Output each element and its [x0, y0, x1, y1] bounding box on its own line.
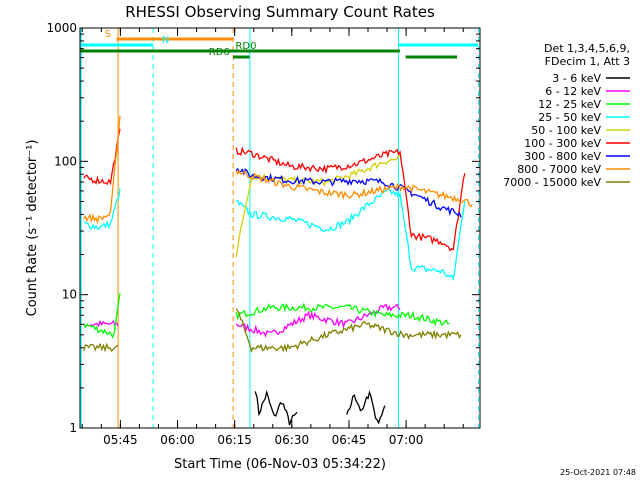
flag-label-n: N: [162, 35, 169, 46]
y-tick-label-1: 1: [69, 421, 77, 435]
legend-header-line-2: FDecim 1, Att 3: [545, 55, 630, 68]
series-line-25-50-kev-1: [83, 188, 121, 231]
x-tick-label-06-15: 06:15: [217, 433, 252, 447]
legend-label-12-25-kev: 12 - 25 keV: [538, 98, 601, 111]
series-25-50-kev: [83, 186, 466, 282]
x-tick-label-05-45: 05:45: [103, 433, 138, 447]
x-tick-label-06-30: 06:30: [275, 433, 310, 447]
y-axis-label: Count Rate (s⁻¹ detector⁻¹): [25, 140, 40, 317]
series-12-25-kev: [83, 293, 450, 339]
series-300-800-kev: [235, 167, 462, 218]
series-line-12-25-kev-2: [235, 302, 450, 327]
plot-area: S N RD0 RD6: [80, 28, 479, 428]
legend-label-300-800-kev: 300 - 800 keV: [524, 150, 601, 163]
x-tick-label-06-00: 06:00: [160, 433, 195, 447]
series-line-7000-15000-kev-1: [83, 342, 119, 353]
legend-header-line-1: Det 1,3,4,5,6,9,: [544, 42, 630, 55]
generation-timestamp: 25-Oct-2021 07:48: [560, 468, 636, 477]
series-line-6-12-kev-2: [235, 303, 401, 338]
series-line-7000-15000-kev-2: [235, 308, 462, 354]
legend-label-7000-15000-kev: 7000 - 15000 keV: [503, 176, 601, 189]
y-tick-label-1000: 1000: [46, 21, 77, 35]
legend-label-100-300-kev: 100 - 300 keV: [524, 137, 601, 150]
series-line-800-7000-kev-2: [235, 169, 473, 208]
series-line-300-800-kev-1: [235, 167, 462, 218]
y-tick-label-10: 10: [62, 288, 77, 302]
series-line-25-50-kev-2: [235, 186, 466, 282]
series-100-300-kev: [83, 128, 466, 252]
x-tick-label-06-45: 06:45: [332, 433, 367, 447]
plot-frame: [79, 27, 481, 429]
series-line-100-300-kev-1: [83, 128, 121, 186]
flag-label-s: S: [105, 29, 111, 40]
chart-title: RHESSI Observing Summary Count Rates: [125, 3, 435, 21]
series-line-800-7000-kev-1: [83, 115, 121, 225]
series-line-3-6-kev-1: [254, 389, 298, 426]
legend-label-25-50-kev: 25 - 50 keV: [538, 111, 601, 124]
y-axis-ticks: 1 10 100 1000: [46, 21, 480, 435]
x-axis-label: Start Time (06-Nov-03 05:34:22): [174, 457, 386, 472]
series-line-12-25-kev-1: [83, 293, 121, 339]
legend-label-6-12-kev: 6 - 12 keV: [545, 85, 601, 98]
series-800-7000-kev: [83, 115, 473, 225]
x-axis-ticks: 05:45 06:00 06:15 06:30 06:45 07:00: [81, 28, 464, 447]
y-tick-label-100: 100: [54, 154, 77, 168]
series-7000-15000-kev: [83, 308, 462, 354]
flag-label-rd0: RD0: [235, 41, 256, 52]
legend-label-3-6-kev: 3 - 6 keV: [552, 72, 601, 85]
series-3-6-kev: [254, 389, 386, 426]
legend-label-50-100-kev: 50 - 100 keV: [531, 124, 601, 137]
legend-label-800-7000-kev: 800 - 7000 keV: [517, 163, 601, 176]
legend: Det 1,3,4,5,6,9, FDecim 1, Att 3 3 - 6 k…: [503, 42, 630, 189]
flag-label-rd6: RD6: [209, 47, 230, 58]
x-tick-label-07-00: 07:00: [389, 433, 424, 447]
series-line-100-300-kev-2: [235, 146, 466, 252]
series-line-3-6-kev-2: [346, 390, 386, 425]
